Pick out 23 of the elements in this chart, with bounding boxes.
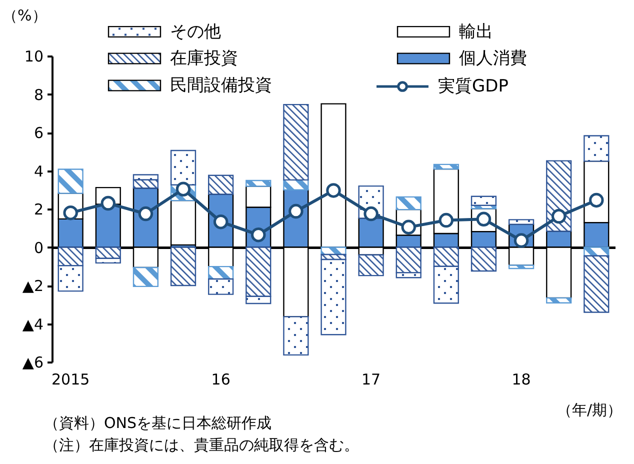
y-tick-label: 10: [24, 48, 44, 66]
legend-label: その他: [170, 22, 221, 42]
y-tick-label: 4: [34, 162, 44, 180]
legend-label: 在庫投資: [170, 48, 238, 68]
x-tick-label: 16: [211, 370, 230, 388]
x-tick-label: 2015: [52, 370, 90, 388]
y-axis-title: （%）: [2, 6, 47, 24]
y-tick-label: 0: [34, 238, 44, 257]
text: （資料）ONSを基に日本総研作成: [44, 413, 273, 434]
x-axis-title: （年/期）: [556, 400, 622, 420]
y-tick-label: ▲4: [22, 315, 44, 334]
y-tick-label: 2: [34, 200, 44, 218]
legend-label: 実質GDP: [438, 76, 509, 96]
legend-label: 民間設備投資: [170, 76, 272, 96]
text: （注）在庫投資には、貴重品の純取得を含む。: [44, 435, 359, 456]
y-tick-label: ▲2: [22, 277, 44, 295]
legend-label: 個人消費: [459, 48, 527, 68]
x-tick-label: 18: [512, 370, 531, 388]
y-tick-label: 6: [34, 124, 44, 142]
y-tick-label: 8: [34, 86, 44, 104]
y-tick-label: ▲6: [22, 354, 44, 372]
x-tick-label: 17: [362, 370, 381, 388]
legend-label: 輸出: [459, 22, 493, 42]
